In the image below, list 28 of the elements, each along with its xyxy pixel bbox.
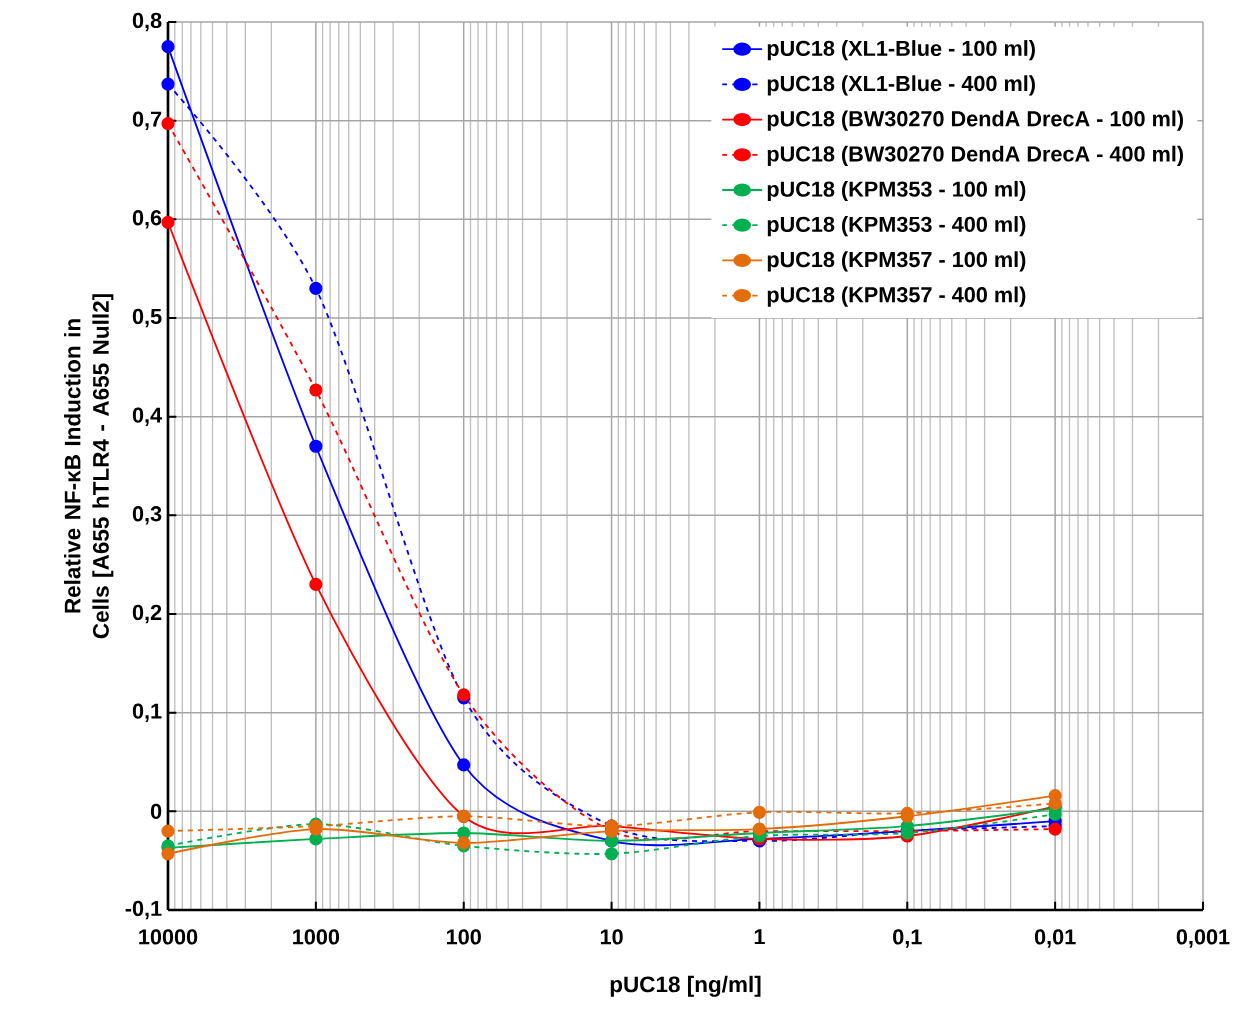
legend-label: pUC18 (KPM357 - 100 ml) [767, 251, 1026, 272]
y-tick-label: 0,4 [132, 407, 163, 426]
x-tick-label: 0,001 [1176, 929, 1230, 948]
legend-label: pUC18 (XL1-Blue - 100 ml) [767, 40, 1035, 61]
legend-label: pUC18 (KPM353 - 400 ml) [767, 216, 1026, 237]
y-tick-label: -0,1 [125, 900, 162, 920]
y-tick-label: 0 [150, 803, 162, 819]
y-tick-label: 0,8 [132, 12, 162, 32]
y-tick-label: 0,3 [132, 506, 162, 525]
legend-label: pUC18 (BW30270 DendA DrecA - 100 ml) [767, 110, 1184, 131]
x-tick-label: 1000 [293, 929, 340, 945]
y-axis-title: Relative NF-κB Induction in Cells [A655 hTLR4 - A655 Null2] [64, 294, 114, 639]
y-tick-label: 0,7 [132, 111, 162, 130]
x-tick-label: 100 [447, 929, 481, 945]
legend-label: pUC18 (BW30270 DendA DrecA - 400 ml) [767, 145, 1184, 166]
legend-label: pUC18 (KPM353 - 100 ml) [767, 180, 1026, 202]
y-tick-label: 0,5 [132, 308, 162, 328]
y-tick-label: 0,6 [132, 210, 162, 229]
x-tick-label: 10000 [139, 929, 198, 945]
y-tick-label: 0,1 [132, 703, 162, 722]
x-tick-label: 0,01 [1034, 929, 1076, 948]
y-tick-label: 0,2 [132, 604, 162, 624]
x-tick-label: 10 [600, 929, 623, 945]
x-tick-label: 1 [754, 929, 765, 945]
legend-label: pUC18 (XL1-Blue - 400 ml) [767, 75, 1035, 96]
x-axis-title: pUC18 [ng/ml] [610, 975, 761, 997]
legend-label: pUC18 (KPM357 - 400 ml) [767, 286, 1026, 307]
x-tick-label: 0,1 [893, 929, 922, 948]
